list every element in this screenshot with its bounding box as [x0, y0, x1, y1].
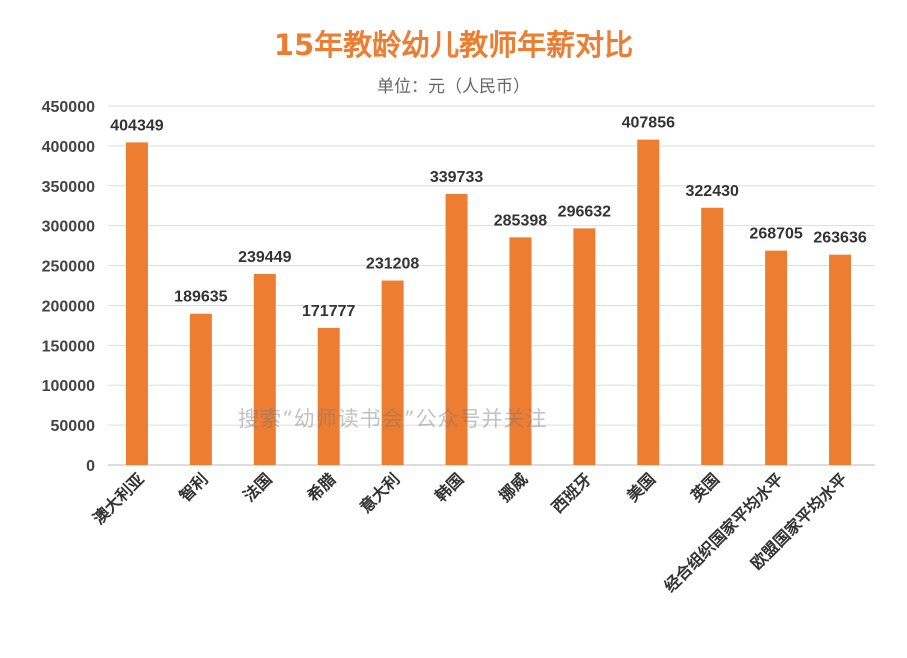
data-label: 285398	[494, 212, 547, 229]
x-tick-label: 西班牙	[548, 469, 595, 516]
y-tick-label: 200000	[42, 298, 95, 315]
y-tick-label: 300000	[42, 219, 95, 236]
data-label: 407856	[622, 115, 675, 132]
y-tick-label: 350000	[42, 179, 95, 196]
data-label: 189635	[174, 289, 227, 306]
x-tick-label: 澳大利亚	[89, 469, 148, 528]
data-label: 263636	[813, 230, 866, 247]
bar	[765, 250, 788, 465]
watermark: 搜索“幼师读书会”公众号并关注	[238, 407, 548, 431]
x-tick-label: 挪威	[495, 469, 531, 505]
x-tick-label: 美国	[623, 469, 659, 505]
bar	[125, 142, 148, 465]
bar	[701, 207, 724, 465]
bar	[509, 237, 532, 465]
y-tick-label: 250000	[42, 259, 95, 276]
bar	[445, 193, 468, 465]
y-tick-label: 450000	[42, 99, 95, 116]
data-label: 231208	[366, 256, 419, 273]
y-tick-label: 100000	[42, 378, 95, 395]
y-tick-label: 50000	[51, 418, 96, 435]
x-tick-label: 经合组织国家平均水平	[660, 469, 787, 596]
bar	[381, 280, 404, 465]
x-tick-label: 法国	[240, 469, 276, 505]
bar	[253, 273, 276, 465]
x-tick-label: 智利	[176, 469, 212, 505]
bar	[573, 228, 596, 465]
data-label: 296632	[558, 203, 611, 220]
data-label: 239449	[238, 249, 291, 266]
data-label: 322430	[686, 183, 739, 200]
data-label: 268705	[749, 226, 802, 243]
bar	[829, 254, 852, 465]
bar	[637, 139, 660, 465]
data-label: 171777	[302, 303, 355, 320]
x-tick-label: 意大利	[356, 469, 403, 516]
data-label: 404349	[110, 117, 163, 134]
bar	[189, 313, 212, 465]
bar	[317, 327, 340, 465]
x-tick-label: 希腊	[303, 469, 339, 505]
y-tick-label: 400000	[42, 139, 95, 156]
data-label: 339733	[430, 169, 483, 186]
y-tick-label: 150000	[42, 338, 95, 355]
y-tick-label: 0	[86, 458, 95, 475]
x-tick-label: 韩国	[431, 469, 467, 505]
x-tick-label: 英国	[686, 469, 723, 506]
chart-subtitle: 单位：元（人民币）	[377, 77, 530, 97]
chart-title: 15年教龄幼儿教师年薪对比	[273, 28, 634, 62]
